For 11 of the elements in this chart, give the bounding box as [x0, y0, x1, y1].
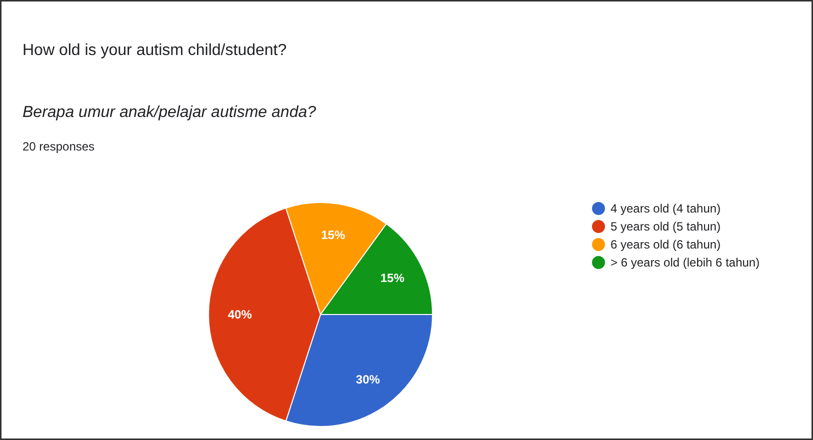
legend-label: 6 years old (6 tahun)	[610, 238, 721, 252]
data-label: 15%	[380, 270, 405, 285]
data-label: 30%	[356, 372, 380, 387]
chart-title: How old is your autism child/student?	[22, 42, 287, 59]
legend-label: 5 years old (5 tahun)	[610, 220, 721, 234]
legend-label: 4 years old (4 tahun)	[610, 202, 721, 216]
data-label: 15%	[321, 228, 346, 242]
chart-subtitle: Berapa umur anak/pelajar autisme anda?	[22, 104, 316, 121]
legend-label: > 6 years old (lebih 6 tahun)	[610, 256, 760, 270]
text: 20 responses	[22, 140, 95, 154]
data-label: 40%	[228, 308, 252, 322]
